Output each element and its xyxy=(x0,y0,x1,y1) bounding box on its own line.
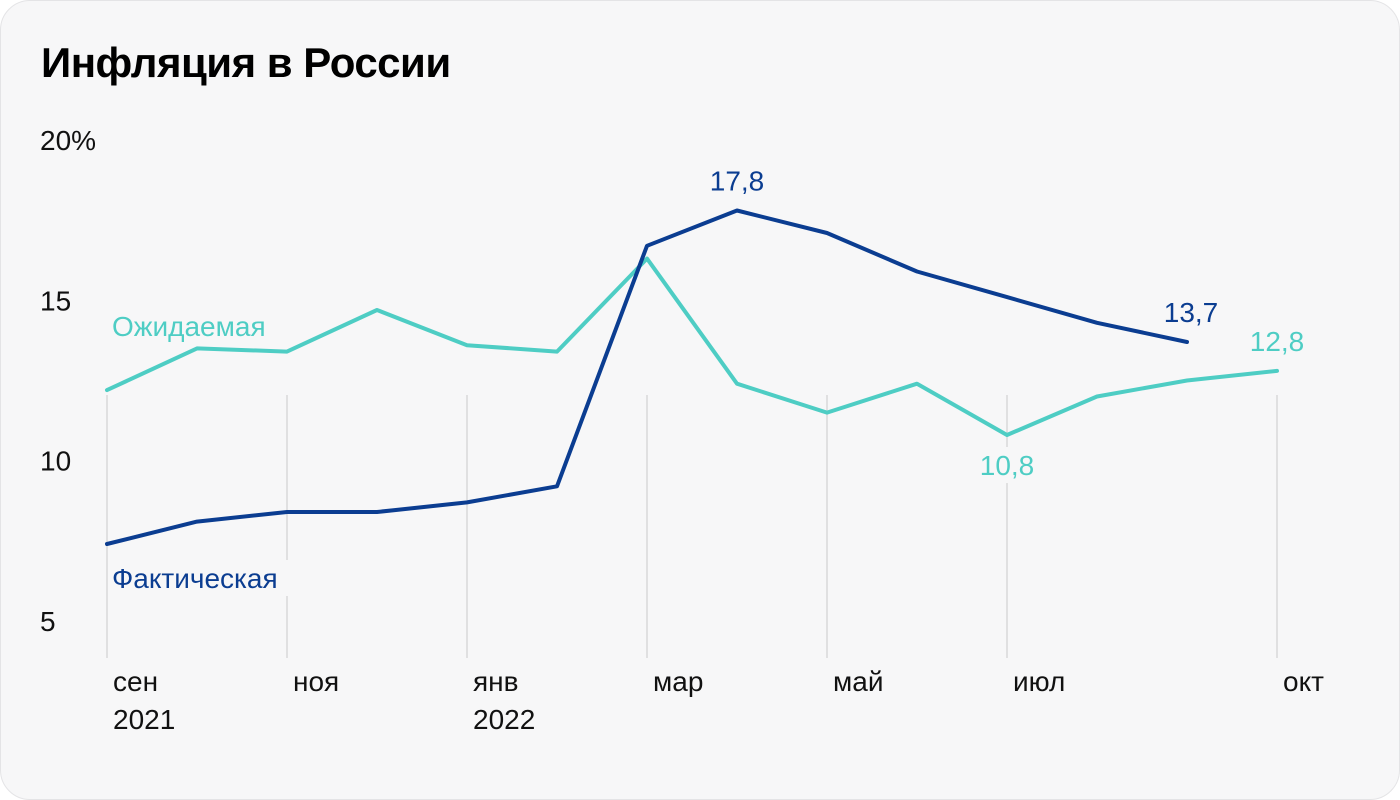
annotation-backdrop xyxy=(973,447,1041,484)
y-tick-label: 10 xyxy=(40,446,71,477)
series-label-actual: Фактическая xyxy=(112,563,278,594)
legend-backdrop xyxy=(108,560,304,596)
x-tick-label: май xyxy=(833,666,883,697)
x-tick-backdrop xyxy=(289,663,353,699)
x-tick-label: окт xyxy=(1283,666,1324,697)
y-tick-label: 5 xyxy=(40,606,56,637)
x-tick-backdrop xyxy=(469,700,549,736)
x-tick-label: ноя xyxy=(293,666,339,697)
x-tick-sublabel: 2021 xyxy=(113,704,175,735)
x-tick-label: мар xyxy=(653,666,703,697)
x-tick-backdrop xyxy=(829,663,893,699)
data-label: 13,7 xyxy=(1164,297,1219,328)
series-line-expected xyxy=(105,256,1279,437)
x-tick-label: сен xyxy=(113,666,158,697)
x-tick-sublabel: 2022 xyxy=(473,704,535,735)
data-label: 10,8 xyxy=(980,450,1035,481)
x-tick-backdrop xyxy=(649,663,713,699)
data-label: 17,8 xyxy=(710,166,765,197)
series-line-actual xyxy=(105,208,1189,546)
y-tick-label: 15 xyxy=(40,285,71,316)
x-tick-label: июл xyxy=(1013,666,1065,697)
x-tick-backdrop xyxy=(109,663,173,699)
x-tick-backdrop xyxy=(109,700,189,736)
x-tick-backdrop xyxy=(1279,663,1343,699)
y-tick-label: 20% xyxy=(40,125,96,156)
series-label-expected: Ожидаемая xyxy=(112,311,266,342)
x-tick-backdrop xyxy=(469,663,533,699)
x-tick-backdrop xyxy=(1009,663,1073,699)
x-tick-label: янв xyxy=(473,666,519,697)
chart-title: Инфляция в России xyxy=(41,39,451,86)
data-label: 12,8 xyxy=(1250,326,1305,357)
